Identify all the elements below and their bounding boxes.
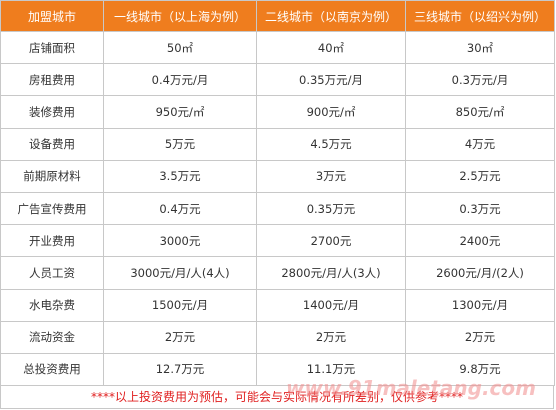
cell: 950元/㎡ — [103, 95, 257, 129]
cell: 2万元 — [405, 320, 555, 354]
row-label: 人员工资 — [0, 256, 104, 290]
cell: 850元/㎡ — [405, 95, 555, 129]
table-row: 水电杂费 1500元/月 1400元/月 1300元/月 — [0, 288, 555, 322]
cell: 1400元/月 — [256, 288, 406, 322]
table-row: 流动资金 2万元 2万元 2万元 — [0, 320, 555, 354]
table-row: 房租费用 0.4万元/月 0.35万元/月 0.3万元/月 — [0, 63, 555, 97]
cell: 0.4万元/月 — [103, 63, 257, 97]
table-row: 广告宣传费用 0.4万元 0.35万元 0.3万元 — [0, 191, 555, 226]
header-row: 加盟城市 一线城市（以上海为例） 二线城市（以南京为例） 三线城市（以绍兴为例） — [0, 0, 555, 32]
table-row: 装修费用 950元/㎡ 900元/㎡ 850元/㎡ — [0, 95, 555, 129]
row-label: 流动资金 — [0, 320, 104, 354]
cell: 9.8万元 — [405, 352, 555, 387]
cell: 30㎡ — [405, 30, 555, 65]
row-label: 店铺面积 — [0, 30, 104, 65]
cell: 40㎡ — [256, 30, 406, 65]
cell: 5万元 — [103, 127, 257, 161]
row-label: 广告宣传费用 — [0, 191, 104, 226]
header-cell: 一线城市（以上海为例） — [103, 0, 257, 32]
cell: 2400元 — [405, 224, 555, 258]
table-row: 开业费用 3000元 2700元 2400元 — [0, 224, 555, 258]
table-body: 店铺面积 50㎡ 40㎡ 30㎡ 房租费用 0.4万元/月 0.35万元/月 0.3万元/月装… — [0, 30, 555, 387]
table-row: 前期原材料 3.5万元 3万元 2.5万元 — [0, 159, 555, 193]
cell: 0.3万元/月 — [405, 63, 555, 97]
cell: 3000元/月/人(4人) — [103, 256, 257, 290]
footnote: ****以上投资费用为预估，可能会与实际情况有所差别，仅供参考**** — [0, 385, 554, 409]
cell: 2万元 — [256, 320, 406, 354]
row-label: 房租费用 — [0, 63, 104, 97]
table-row: 店铺面积 50㎡ 40㎡ 30㎡ — [0, 30, 555, 65]
cell: 12.7万元 — [103, 352, 257, 387]
cell: 3万元 — [256, 159, 406, 193]
header-cell: 加盟城市 — [0, 0, 104, 32]
table-row: 总投资费用 12.7万元 11.1万元 9.8万元 — [0, 352, 555, 387]
header-cell: 二线城市（以南京为例） — [256, 0, 406, 32]
cell: 4.5万元 — [256, 127, 406, 161]
cell: 1300元/月 — [405, 288, 555, 322]
cell: 2600元/月/(2人) — [405, 256, 555, 290]
cell: 0.35万元/月 — [256, 63, 406, 97]
watermark: www.91maletang.com — [286, 376, 536, 400]
row-label: 水电杂费 — [0, 288, 104, 322]
table-row: 设备费用 5万元 4.5万元 4万元 — [0, 127, 555, 161]
cell: 0.4万元 — [103, 191, 257, 226]
cell: 2700元 — [256, 224, 406, 258]
cell: 1500元/月 — [103, 288, 257, 322]
row-label: 前期原材料 — [0, 159, 104, 193]
cell: 900元/㎡ — [256, 95, 406, 129]
row-label: 装修费用 — [0, 95, 104, 129]
row-label: 设备费用 — [0, 127, 104, 161]
cell: 2万元 — [103, 320, 257, 354]
cell: 3.5万元 — [103, 159, 257, 193]
header-cell: 三线城市（以绍兴为例） — [405, 0, 555, 32]
cost-table: 加盟城市 一线城市（以上海为例） 二线城市（以南京为例） 三线城市（以绍兴为例） 店铺… — [0, 0, 555, 387]
cell: 4万元 — [405, 127, 555, 161]
row-label: 开业费用 — [0, 224, 104, 258]
cell: 2.5万元 — [405, 159, 555, 193]
cell: 0.3万元 — [405, 191, 555, 226]
cell: 0.35万元 — [256, 191, 406, 226]
table-row: 人员工资 3000元/月/人(4人) 2800元/月/人(3人) 2600元/月/(2… — [0, 256, 555, 290]
cell: 3000元 — [103, 224, 257, 258]
row-label: 总投资费用 — [0, 352, 104, 387]
cell: 2800元/月/人(3人) — [256, 256, 406, 290]
cell: 50㎡ — [103, 30, 257, 65]
